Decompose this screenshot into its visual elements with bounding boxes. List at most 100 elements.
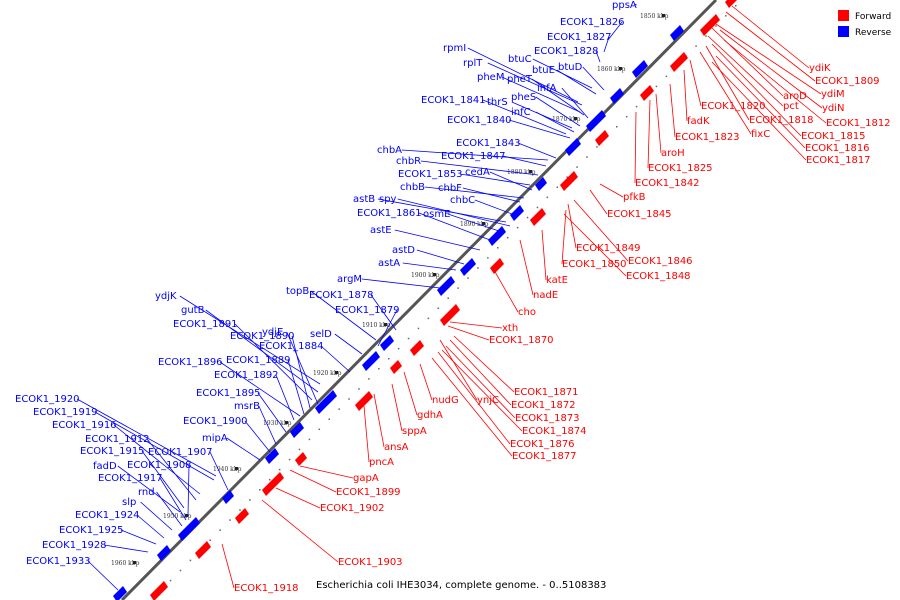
guide-dot xyxy=(348,398,350,400)
reverse-gene-block xyxy=(437,276,455,296)
guide-dot xyxy=(546,196,549,199)
forward-gene-leader xyxy=(719,29,823,109)
forward-gene-leader xyxy=(723,39,827,124)
reverse-gene-label: slp xyxy=(122,497,136,508)
forward-gene-label: ECOK1_1872 xyxy=(511,400,576,411)
reverse-gene-leader xyxy=(402,262,457,271)
reverse-gene-label: rpmI xyxy=(443,43,466,54)
scale-tick-label: 1960 kbp xyxy=(111,560,140,567)
forward-gene-leader xyxy=(573,199,629,262)
reverse-gene-leader xyxy=(310,290,377,341)
forward-gene-label: ECOK1_1902 xyxy=(320,503,385,514)
scale-tick-label: 1900 kbp xyxy=(411,272,440,279)
forward-gene-leader xyxy=(711,27,784,97)
reverse-gene-leader xyxy=(120,529,157,545)
guide-dot xyxy=(259,489,261,491)
reverse-gene-leader xyxy=(501,76,581,113)
forward-gene-label: ECOK1_1818 xyxy=(749,115,814,126)
reverse-gene-block xyxy=(586,110,606,132)
forward-gene-leader xyxy=(449,339,512,406)
guide-dot xyxy=(616,126,618,128)
forward-gene-label: ECOK1_1873 xyxy=(515,413,580,424)
reverse-gene-label: ECOK1_1919 xyxy=(33,407,98,418)
forward-gene-label: pct xyxy=(783,101,799,112)
forward-gene-leader xyxy=(403,371,418,416)
reverse-gene-leader xyxy=(424,186,525,199)
forward-gene-label: ECOK1_1877 xyxy=(512,451,577,462)
forward-gene-leader xyxy=(599,183,624,198)
scale-tick-mark xyxy=(335,371,338,374)
scale-tick-mark xyxy=(384,323,387,326)
reverse-gene-leader xyxy=(244,420,271,453)
reverse-gene-leader xyxy=(508,119,571,139)
reverse-gene-label: msrB xyxy=(234,401,260,412)
reverse-gene-label: ECOK1_1890 xyxy=(230,331,295,342)
genome-caption: Escherichia coli IHE3034, complete genom… xyxy=(316,580,606,591)
reverse-gene-leader xyxy=(258,405,277,445)
forward-gene-leader xyxy=(221,543,235,589)
guide-dot xyxy=(625,115,628,118)
reverse-gene-label: osmE xyxy=(423,209,450,220)
reverse-gene-label: ppsA xyxy=(612,0,637,11)
reverse-gene-leader xyxy=(595,50,601,63)
reverse-gene-label: rplT xyxy=(463,58,483,69)
forward-gene-leader xyxy=(731,5,810,69)
forward-gene-leader xyxy=(655,93,662,154)
guide-dot xyxy=(467,277,469,279)
forward-gene-label: ECOK1_1850 xyxy=(562,259,627,270)
reverse-gene-label: ECOK1_1920 xyxy=(15,394,80,405)
forward-gene-label: ECOK1_1848 xyxy=(626,271,691,282)
guide-dot xyxy=(308,438,311,441)
reverse-gene-leader xyxy=(535,111,575,133)
reverse-gene-leader xyxy=(447,213,503,233)
reverse-gene-block xyxy=(178,517,200,541)
forward-gene-label: ECOK1_1874 xyxy=(522,426,587,437)
forward-gene-block xyxy=(725,0,737,8)
reverse-gene-label: ECOK1_1915 xyxy=(80,446,145,457)
reverse-gene-label: btuC xyxy=(508,54,532,65)
reverse-gene-leader xyxy=(459,173,531,186)
reverse-gene-label: thrS xyxy=(487,97,508,108)
reverse-gene-leader xyxy=(582,66,605,91)
reverse-gene-label: fadD xyxy=(93,461,117,472)
forward-gene-block xyxy=(670,52,688,72)
reverse-gene-label: ECOK1_1841 xyxy=(421,95,486,106)
guide-dot xyxy=(189,559,192,562)
reverse-gene-label: chbB xyxy=(400,182,425,193)
guide-dot xyxy=(407,337,410,340)
forward-gene-block xyxy=(235,508,249,524)
forward-gene-leader xyxy=(715,23,822,95)
guide-dot xyxy=(397,347,400,350)
guide-dot xyxy=(665,75,668,78)
guide-dot xyxy=(586,156,588,158)
guide-dot xyxy=(447,297,449,299)
scale-tick-label: 1950 kbp xyxy=(163,513,192,520)
guide-dot xyxy=(497,247,499,249)
forward-gene-label: katE xyxy=(546,275,568,286)
forward-gene-block xyxy=(595,130,609,146)
reverse-gene-label: chbR xyxy=(396,156,421,167)
forward-gene-block xyxy=(355,391,373,411)
reverse-gene-label: ECOK1_1912 xyxy=(85,434,150,445)
guide-dot xyxy=(358,388,360,390)
reverse-gene-leader xyxy=(462,187,521,203)
scale-tick-label: 1880 kbp xyxy=(507,169,536,176)
reverse-gene-leader xyxy=(531,78,585,116)
reverse-gene-leader xyxy=(517,142,557,159)
reverse-gene-label: spy xyxy=(379,194,397,205)
reverse-gene-leader xyxy=(187,464,190,517)
scale-tick-mark xyxy=(285,421,288,424)
forward-gene-label: ydiM xyxy=(821,89,845,100)
forward-gene-leader xyxy=(439,339,478,401)
guide-dot xyxy=(556,186,559,189)
reverse-gene-leader xyxy=(394,229,481,251)
forward-gene-leader xyxy=(289,469,337,493)
reverse-gene-leader xyxy=(117,465,181,513)
reverse-gene-label: pheT xyxy=(507,74,533,85)
reverse-gene-leader xyxy=(603,36,610,53)
forward-gene-label: ynjC xyxy=(477,395,499,406)
reverse-gene-label: ECOK1_1896 xyxy=(158,357,223,368)
forward-gene-block xyxy=(440,304,460,326)
reverse-gene-leader xyxy=(418,212,491,241)
reverse-gene-leader xyxy=(103,544,149,553)
